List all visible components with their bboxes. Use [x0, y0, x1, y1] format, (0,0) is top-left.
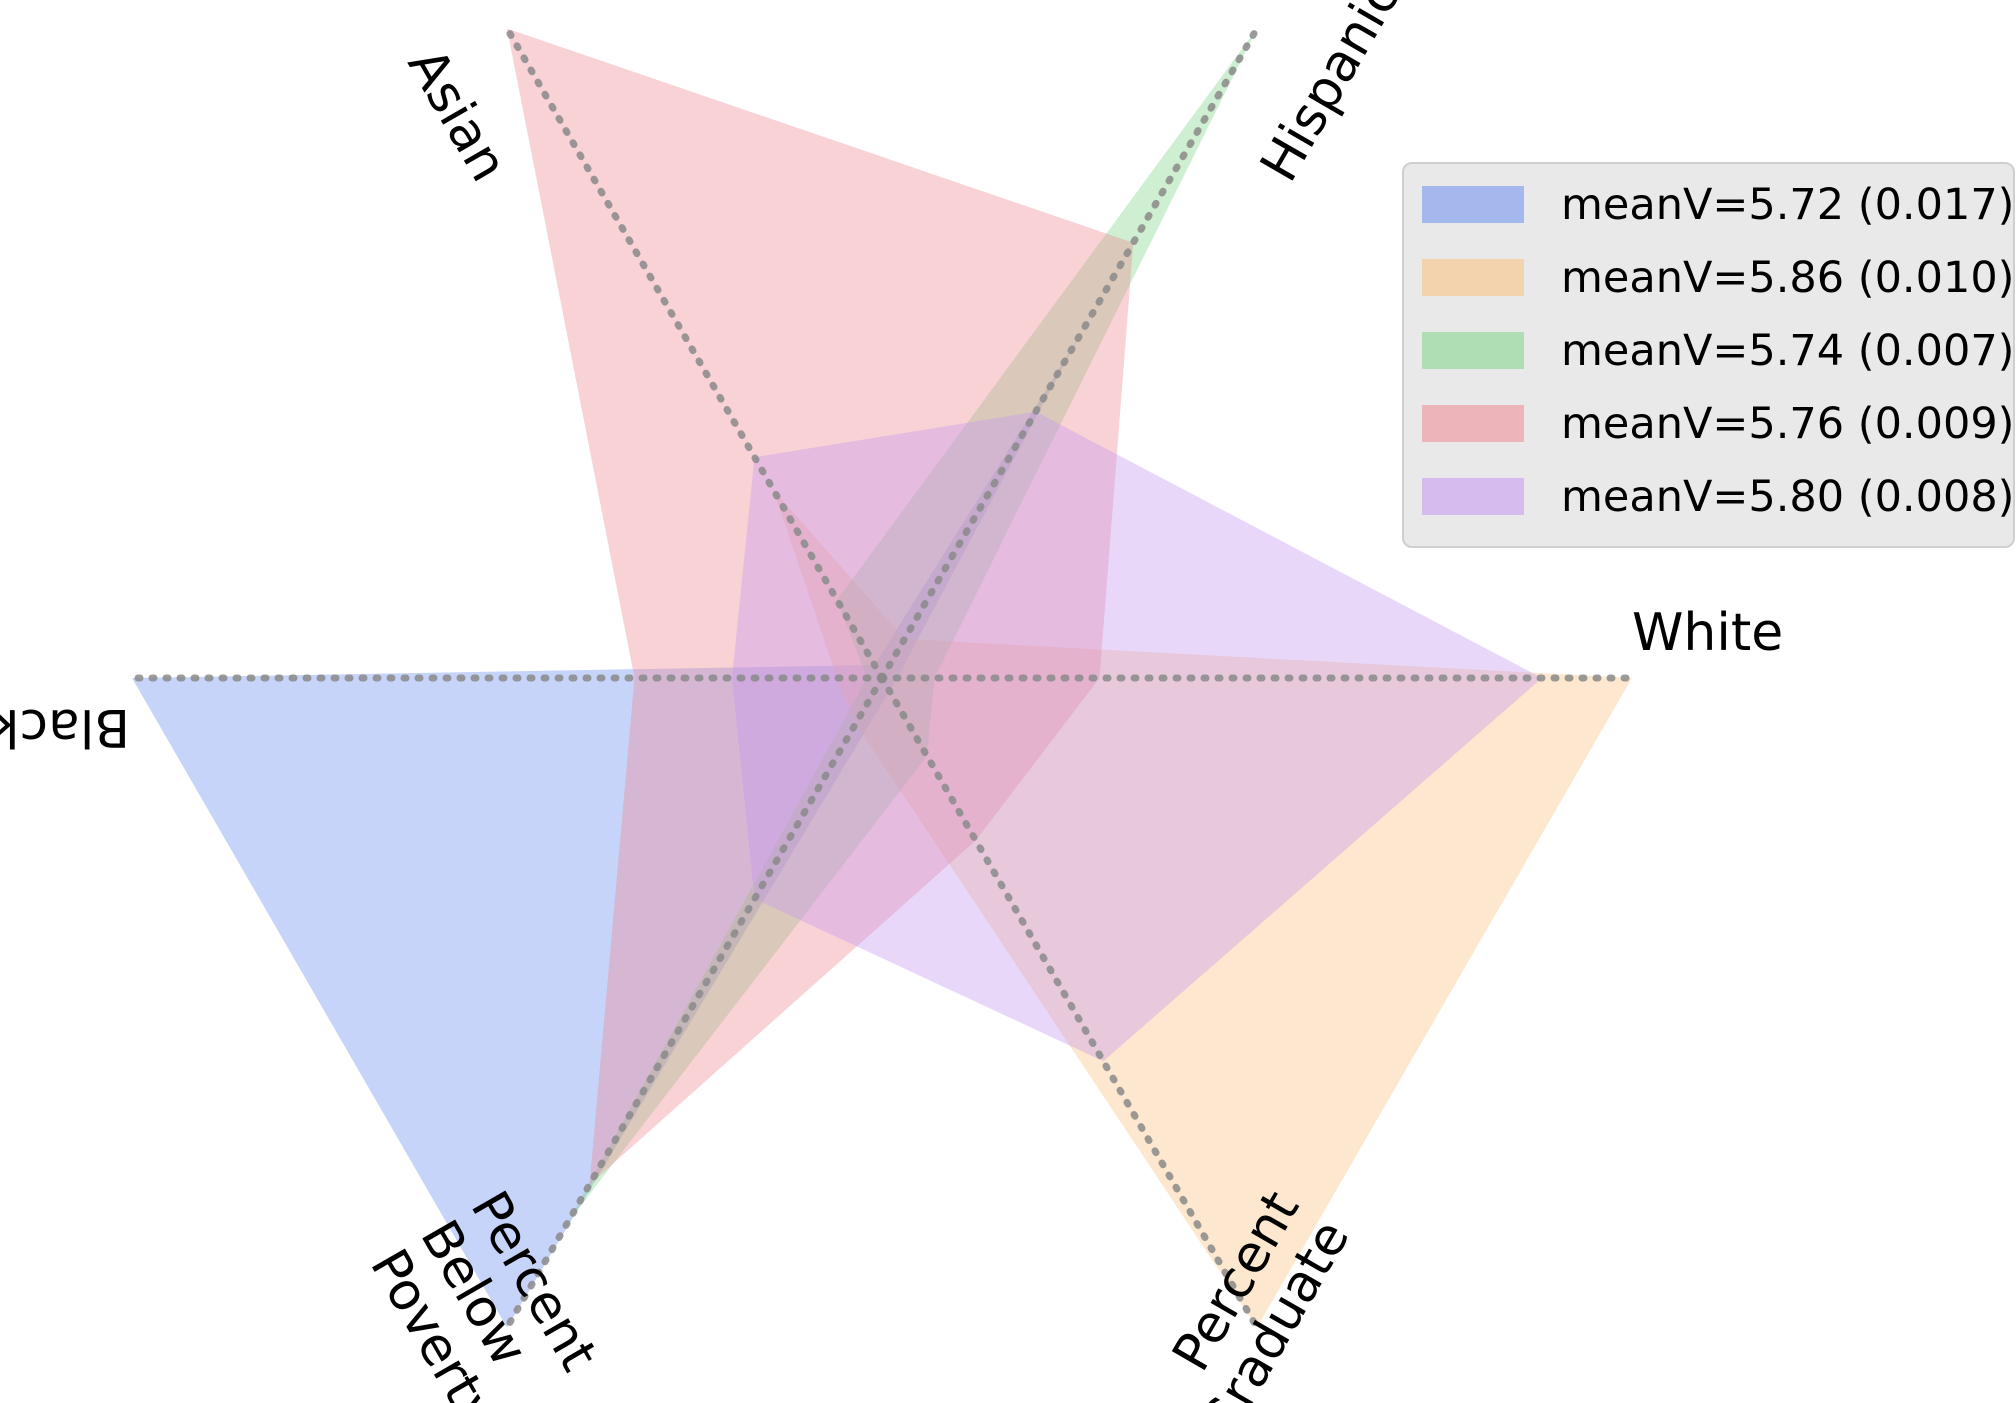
- legend-label-2: meanV=5.86 (0.010): [1561, 253, 2014, 303]
- series-polygon-5: [732, 411, 1542, 1062]
- series-polygon-1: [132, 340, 1077, 1328]
- axis-label-line: Black: [0, 697, 130, 757]
- axis-label-black: Black: [0, 697, 130, 757]
- legend-swatch-1: [1422, 186, 1524, 223]
- legend-frame: [1402, 162, 2015, 548]
- axis-spoke-hispanic: [878, 25, 1261, 682]
- legend-swatch-2: [1422, 259, 1524, 296]
- legend-label-4: meanV=5.76 (0.009): [1561, 399, 2014, 449]
- series-polygon-2: [773, 489, 1632, 1328]
- legend: meanV=5.72 (0.017) meanV=5.86 (0.010) mean…: [1402, 162, 2015, 548]
- axis-spoke-graduate: [878, 674, 1261, 1331]
- legend-label-5: meanV=5.80 (0.008): [1561, 472, 2014, 522]
- legend-swatch-5: [1422, 478, 1524, 515]
- axis-label-line: Hispanic: [1249, 0, 1412, 192]
- axis-label-line: Asian: [396, 39, 519, 192]
- legend-swatch-4: [1422, 405, 1524, 442]
- axis-label-hispanic: Hispanic: [1249, 0, 1412, 192]
- legend-label-1: meanV=5.72 (0.017): [1561, 180, 2014, 230]
- axis-label-line: White: [1632, 603, 1783, 663]
- axis-spokes: [128, 25, 1636, 1331]
- series-polygon-4: [507, 28, 1134, 1185]
- legend-items: meanV=5.72 (0.017) meanV=5.86 (0.010) mean…: [1422, 180, 2014, 522]
- axis-spoke-poverty: [503, 674, 886, 1331]
- axis-label-white: White: [1632, 603, 1783, 663]
- legend-label-3: meanV=5.74 (0.007): [1561, 326, 2014, 376]
- axis-label-asian: Asian: [396, 39, 519, 192]
- legend-swatch-3: [1422, 332, 1524, 369]
- axis-spoke-asian: [503, 25, 886, 682]
